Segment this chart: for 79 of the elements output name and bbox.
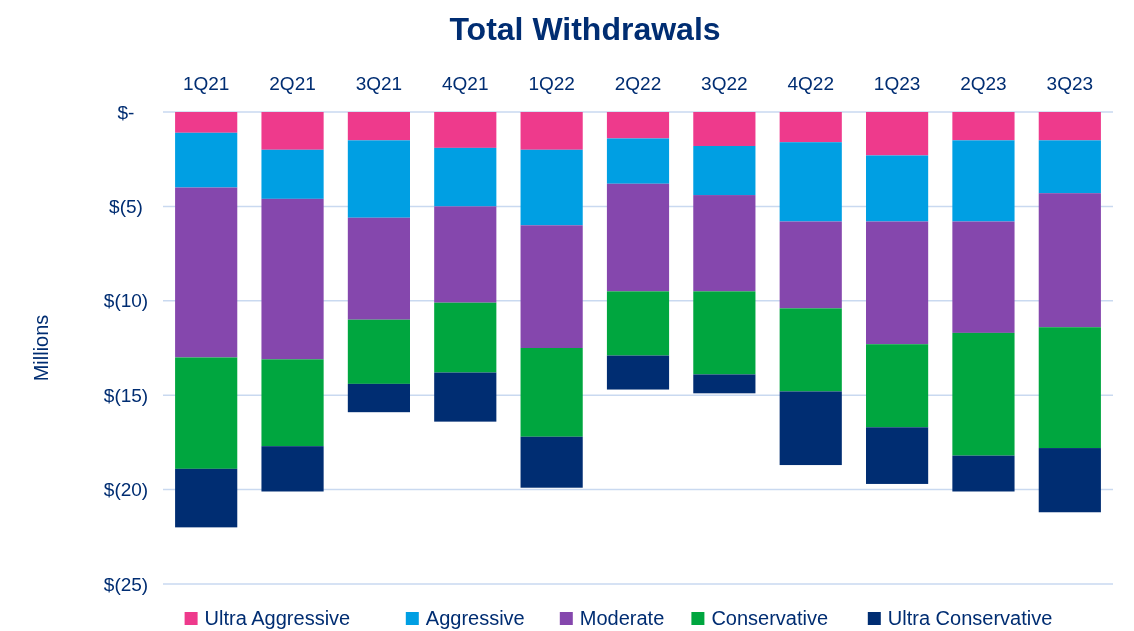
bar <box>261 149 324 199</box>
bar <box>866 221 929 345</box>
legend-label: Aggressive <box>425 607 525 629</box>
bar <box>520 112 583 150</box>
bar <box>434 302 497 373</box>
x-tick-label: 3Q22 <box>701 73 748 94</box>
x-tick-label: 2Q23 <box>960 73 1007 94</box>
bar <box>261 359 324 447</box>
bar <box>434 372 497 422</box>
bar <box>693 374 756 394</box>
bar <box>175 357 238 469</box>
bar <box>866 112 929 156</box>
bar <box>952 140 1015 222</box>
bar <box>261 198 324 360</box>
bar <box>693 112 756 146</box>
bar <box>779 391 842 466</box>
bar <box>693 291 756 375</box>
bar <box>434 147 497 207</box>
bar <box>606 183 670 292</box>
bar <box>520 149 583 226</box>
bar <box>347 319 410 384</box>
bar <box>175 468 238 528</box>
y-tick-label: $(10) <box>103 290 149 312</box>
x-tick-label: 1Q22 <box>528 73 575 94</box>
bar <box>779 221 842 309</box>
bar <box>866 344 929 428</box>
y-tick-label: $(25) <box>103 573 149 595</box>
bar <box>1038 140 1101 194</box>
bar <box>866 155 929 222</box>
bar <box>952 112 1015 141</box>
y-tick-label: $(15) <box>103 384 149 406</box>
bar <box>693 145 756 196</box>
bar <box>175 132 238 188</box>
bar <box>606 112 670 139</box>
bar <box>175 112 238 133</box>
bar <box>520 436 583 488</box>
x-tick-label: 1Q23 <box>873 73 921 94</box>
bar <box>347 217 410 320</box>
bar <box>1038 327 1101 449</box>
bar <box>347 112 410 141</box>
bar <box>1038 448 1101 513</box>
bar <box>952 332 1015 456</box>
bar <box>175 187 238 358</box>
bar <box>347 383 410 413</box>
bar <box>520 225 583 348</box>
y-axis-title: Millions <box>30 314 52 382</box>
bar <box>1038 112 1101 141</box>
x-tick-label: 3Q21 <box>355 73 403 94</box>
x-tick-label: 4Q21 <box>442 73 489 94</box>
x-tick-label: 3Q23 <box>1046 73 1094 94</box>
bar <box>261 112 324 150</box>
bar <box>866 427 929 484</box>
y-tick-label: $(20) <box>103 479 149 501</box>
x-tick-label: 1Q21 <box>182 73 230 94</box>
bar <box>693 195 756 292</box>
bar <box>606 138 670 184</box>
bar <box>520 348 583 437</box>
bar <box>779 112 842 143</box>
x-tick-label: 4Q22 <box>787 73 834 94</box>
bar <box>434 206 497 303</box>
bar <box>261 446 324 492</box>
bar <box>1038 193 1101 328</box>
chart-title: Total Withdrawals <box>449 11 721 47</box>
bar <box>347 140 410 218</box>
y-tick-label: $- <box>117 101 135 123</box>
x-tick-label: 2Q21 <box>269 73 316 94</box>
bar <box>606 291 670 356</box>
bar <box>606 355 670 390</box>
bar <box>779 142 842 222</box>
bar <box>779 308 842 392</box>
legend-label: Moderate <box>579 607 665 629</box>
x-tick-label: 2Q22 <box>614 73 662 94</box>
legend-label: Ultra Aggressive <box>204 607 351 629</box>
y-tick-label: $(5) <box>109 196 143 218</box>
bar <box>434 112 497 148</box>
bar <box>952 221 1015 333</box>
legend-label: Conservative <box>711 607 829 629</box>
bar <box>952 455 1015 492</box>
legend-label: Ultra Conservative <box>887 607 1053 629</box>
